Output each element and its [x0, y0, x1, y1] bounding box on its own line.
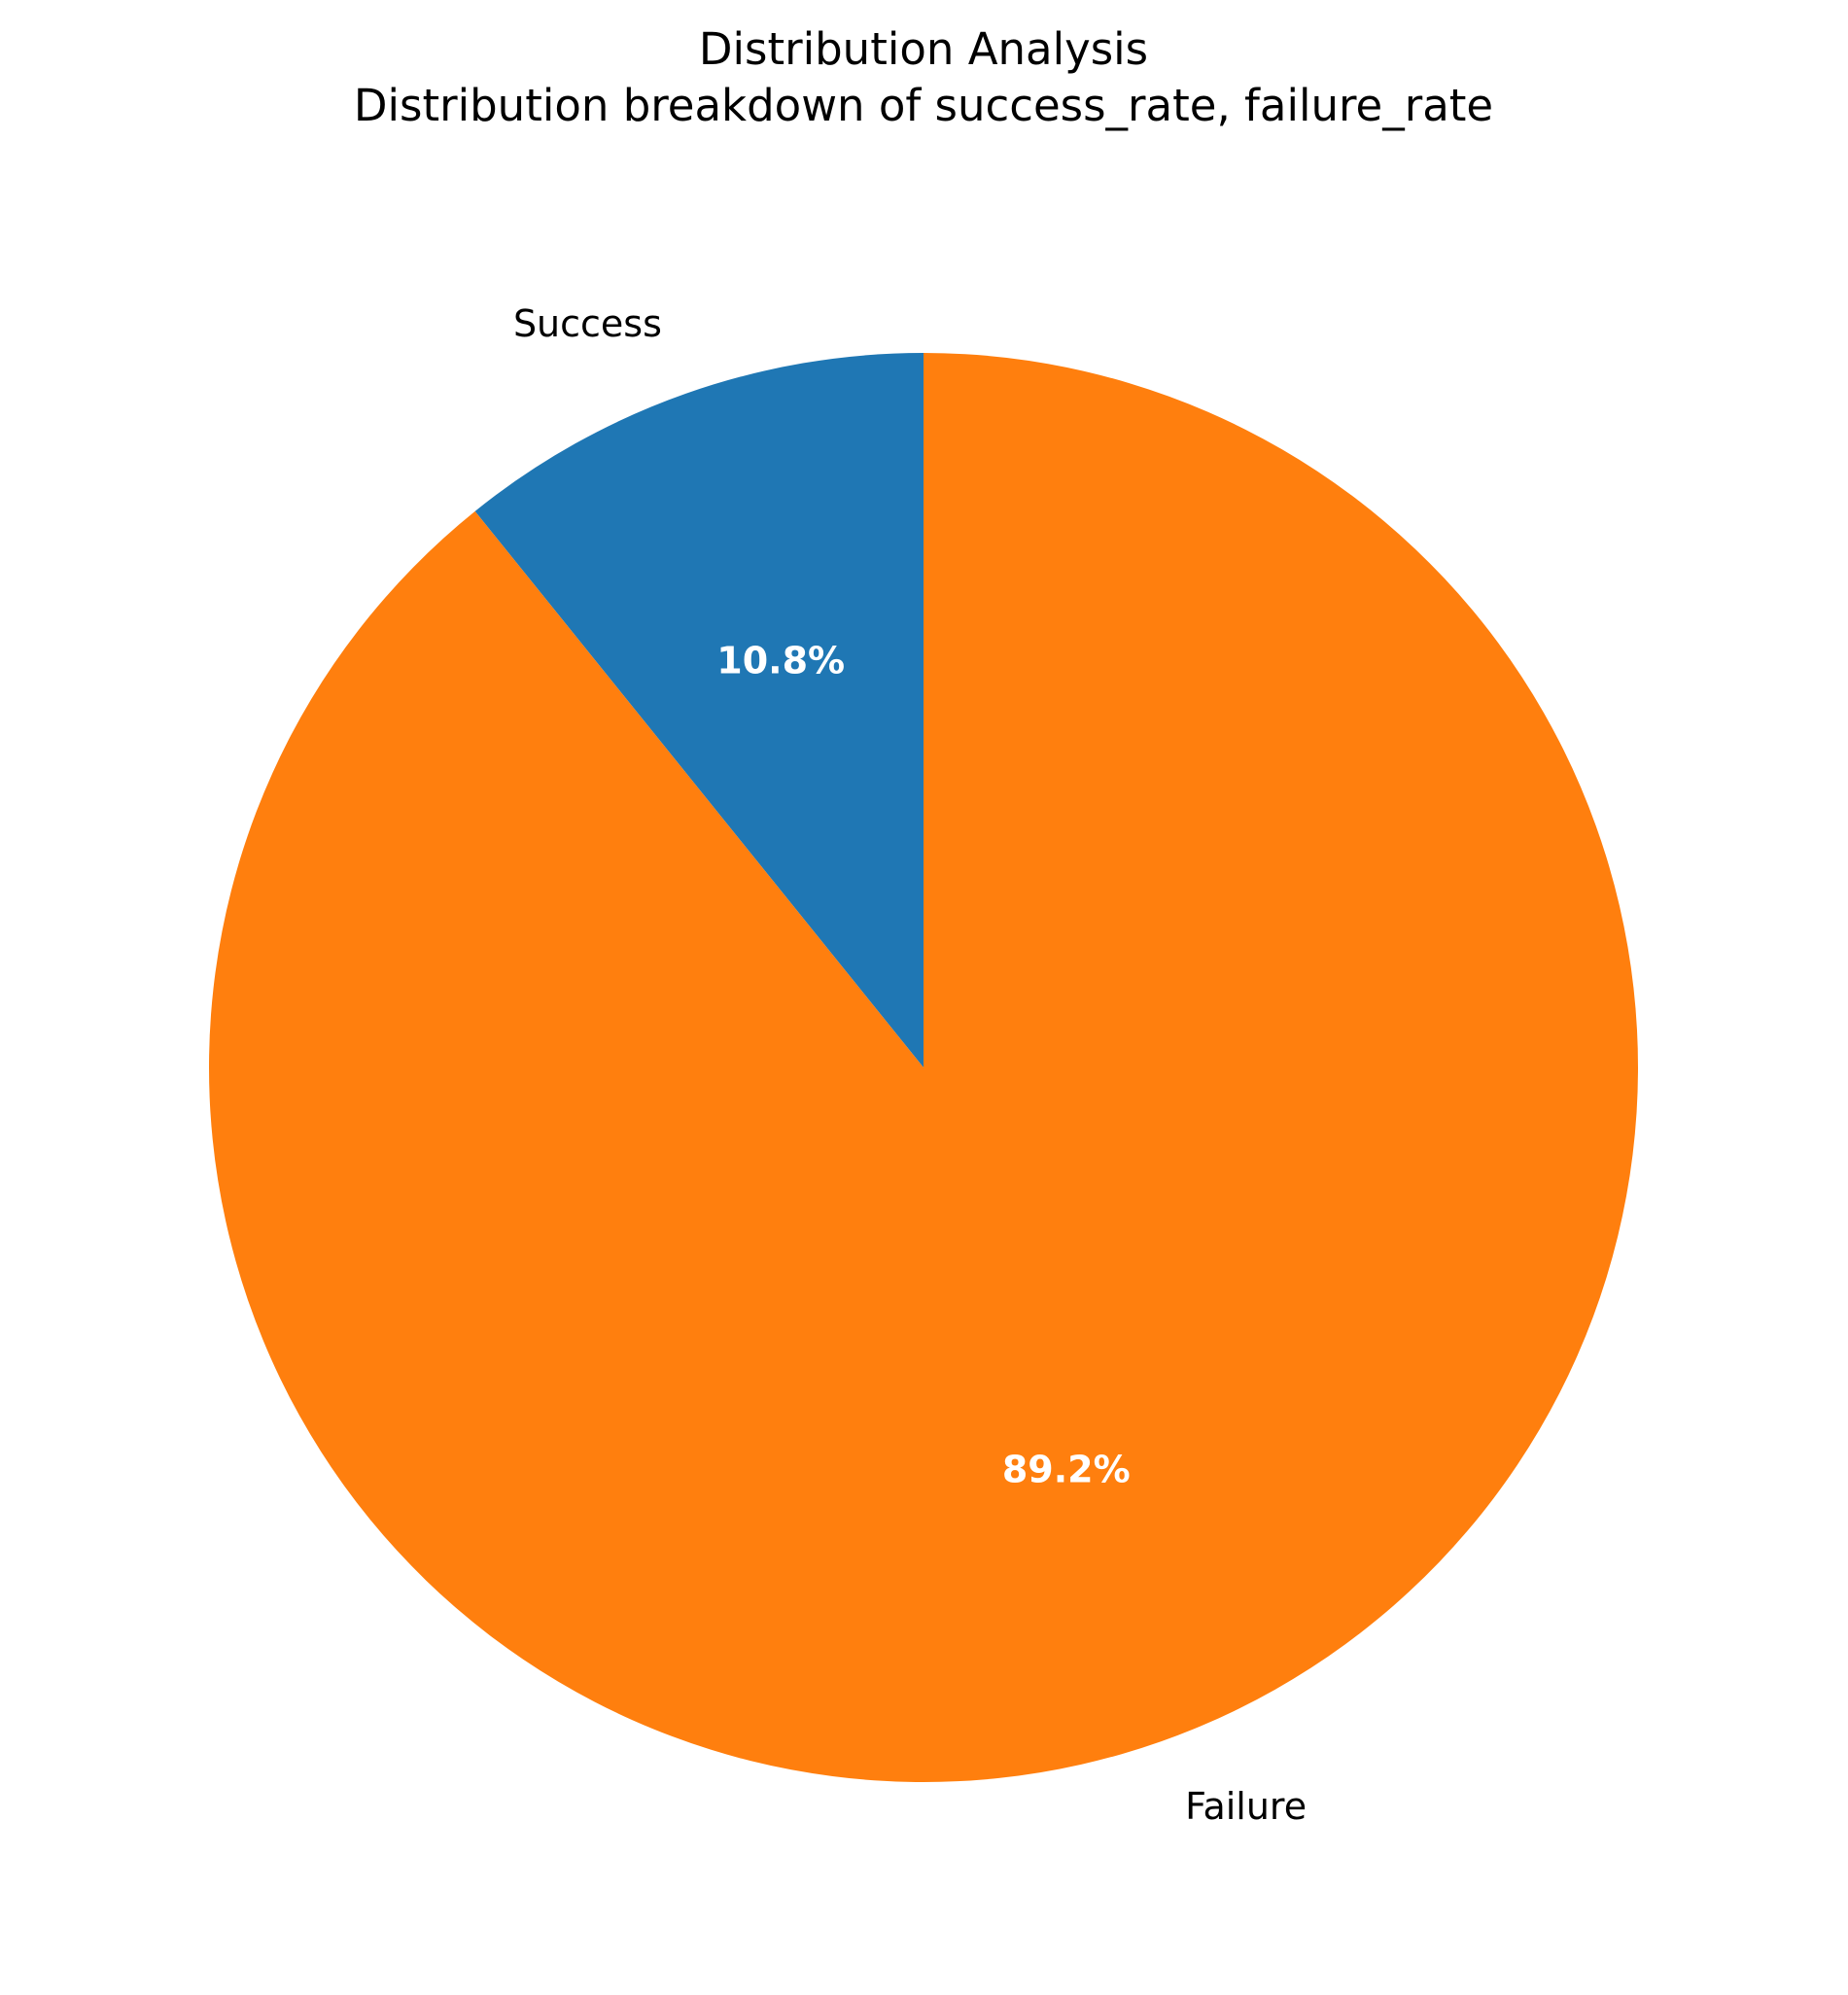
pie-slice-success — [474, 353, 924, 1068]
chart-subtitle: Distribution breakdown of success_rate, … — [354, 80, 1493, 131]
slice-label-failure: Failure — [1185, 1785, 1307, 1828]
pie-labels: Success 10.8% Failure 89.2% — [513, 302, 1307, 1828]
slice-percent-success: 10.8% — [716, 640, 845, 682]
pie-slices — [208, 353, 1638, 1782]
chart-title: Distribution Analysis — [699, 23, 1148, 75]
pie-slice-failure — [208, 353, 1638, 1782]
slice-label-success: Success — [513, 302, 662, 345]
slice-percent-failure: 89.2% — [1002, 1448, 1131, 1490]
